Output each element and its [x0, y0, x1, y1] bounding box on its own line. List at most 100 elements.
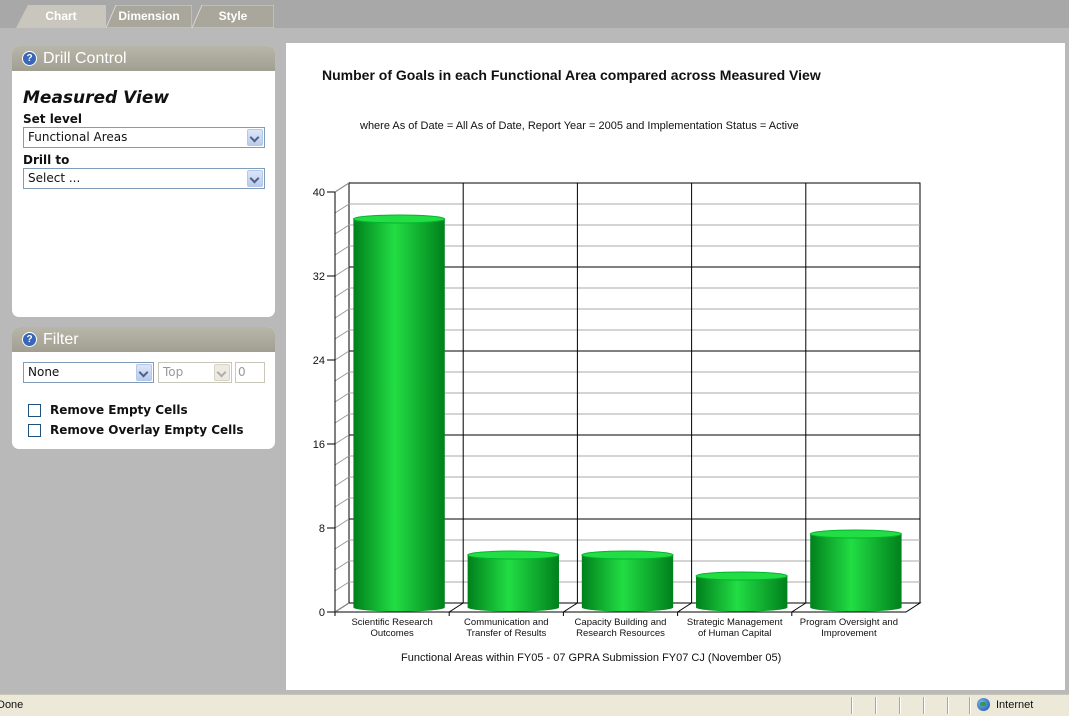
tab-chart-label: Chart — [45, 9, 77, 23]
drill-control-header: ? Drill Control — [12, 46, 275, 71]
status-divider — [851, 697, 852, 714]
set-level-select[interactable]: Functional Areas — [23, 127, 265, 148]
chevron-down-icon[interactable] — [214, 364, 230, 381]
x-tick-label: Outcomes — [370, 628, 414, 639]
bar — [810, 534, 902, 612]
bar — [696, 576, 788, 612]
x-axis-title: Functional Areas within FY05 - 07 GPRA S… — [401, 652, 782, 664]
remove-overlay-empty-cells-checkbox[interactable] — [28, 423, 41, 437]
help-icon[interactable]: ? — [22, 332, 37, 347]
tab-style-label: Style — [218, 9, 248, 23]
bar-top — [695, 571, 788, 581]
x-tick-label: Communication and — [464, 617, 549, 628]
status-divider — [923, 697, 924, 714]
chart-subtitle: where As of Date = All As of Date, Repor… — [360, 120, 799, 132]
x-tick-label: Strategic Management — [687, 617, 783, 628]
bar-top — [809, 529, 903, 539]
x-tick-label: Improvement — [821, 628, 877, 639]
gridline-side — [334, 287, 350, 298]
gridline-side — [334, 518, 350, 529]
category-divider-floor — [563, 602, 578, 613]
drill-to-value: Select ... — [28, 171, 81, 185]
top-select[interactable]: Top — [158, 362, 232, 383]
x-tick-label: Research Resources — [576, 628, 665, 639]
filter-title: Filter — [43, 331, 79, 348]
tab-chart[interactable]: Chart — [16, 5, 106, 28]
gridline-side — [334, 413, 350, 424]
tab-dimension-shape — [106, 5, 192, 28]
bar-top — [581, 550, 674, 560]
remove-overlay-empty-cells-label: Remove Overlay Empty Cells — [50, 423, 244, 437]
remove-empty-cells-row[interactable]: Remove Empty Cells — [28, 403, 188, 417]
security-zone[interactable]: Internet — [977, 698, 1033, 711]
bar — [353, 219, 445, 612]
drill-to-select[interactable]: Select ... — [23, 168, 265, 189]
bar — [467, 555, 559, 612]
y-tick-label: 32 — [313, 271, 325, 283]
tab-style[interactable]: Style — [192, 5, 274, 28]
bar-top — [352, 214, 446, 224]
gridline-side — [334, 497, 350, 508]
category-divider-floor — [791, 602, 807, 613]
filter-value: None — [28, 365, 60, 379]
category-divider-floor — [677, 602, 692, 613]
status-divider — [947, 697, 948, 714]
top-value: Top — [163, 365, 184, 379]
gridline-side — [334, 392, 350, 403]
chevron-down-icon[interactable] — [136, 364, 152, 381]
drill-to-label: Drill to — [23, 153, 70, 167]
set-level-value: Functional Areas — [28, 130, 128, 144]
x-tick-label: Capacity Building and — [575, 617, 667, 628]
chevron-down-icon[interactable] — [247, 129, 263, 146]
gridline-side — [334, 182, 350, 193]
gridline-side — [334, 581, 350, 592]
measured-view-title: Measured View — [23, 88, 170, 108]
gridline-side — [334, 455, 350, 466]
chart-area: Number of Goals in each Functional Area … — [286, 43, 1065, 690]
count-value: 0 — [238, 365, 246, 379]
tab-style-shape — [192, 5, 274, 28]
filter-select[interactable]: None — [23, 362, 154, 383]
x-tick-label: Transfer of Results — [466, 628, 546, 639]
remove-empty-cells-checkbox[interactable] — [28, 403, 41, 417]
x-tick-label: Scientific Research — [351, 617, 432, 628]
globe-icon — [977, 698, 990, 711]
bar-layer — [352, 214, 903, 612]
status-bar: Done Internet — [0, 694, 1069, 716]
gridline-side — [334, 245, 350, 256]
tab-chart-shape — [16, 5, 106, 28]
tab-dimension[interactable]: Dimension — [106, 5, 192, 28]
x-tick-label: Program Oversight and — [800, 617, 898, 628]
chevron-down-icon[interactable] — [247, 170, 263, 187]
bar — [581, 555, 674, 612]
status-divider — [875, 697, 876, 714]
bar-top — [467, 550, 560, 560]
gridline-side — [334, 560, 350, 571]
gridline-side — [334, 329, 350, 340]
tab-dimension-label: Dimension — [118, 9, 180, 23]
help-icon[interactable]: ? — [22, 51, 37, 66]
gridline-side — [334, 266, 350, 277]
status-divider — [899, 697, 900, 714]
x-tick-label: of Human Capital — [698, 628, 771, 639]
gridline-side — [334, 434, 350, 445]
category-divider-floor — [448, 602, 464, 613]
gridline-side — [334, 308, 350, 319]
gridline-side — [334, 476, 350, 487]
drill-control-title: Drill Control — [43, 50, 127, 67]
drill-control-panel: ? Drill Control Measured View Set level … — [12, 46, 275, 317]
count-input[interactable]: 0 — [235, 362, 265, 383]
filter-panel: ? Filter None Top 0 Remove Empty Cells R… — [12, 327, 275, 449]
gridline-side — [334, 539, 350, 550]
status-text: Done — [0, 699, 24, 711]
remove-overlay-empty-cells-row[interactable]: Remove Overlay Empty Cells — [28, 423, 244, 437]
gridline-side — [334, 224, 350, 235]
gridline-side — [334, 350, 350, 361]
y-tick-label: 0 — [319, 607, 325, 619]
status-divider — [969, 697, 970, 714]
filter-header: ? Filter — [12, 327, 275, 352]
gridline-side — [334, 602, 350, 613]
chart-title: Number of Goals in each Functional Area … — [322, 67, 821, 83]
